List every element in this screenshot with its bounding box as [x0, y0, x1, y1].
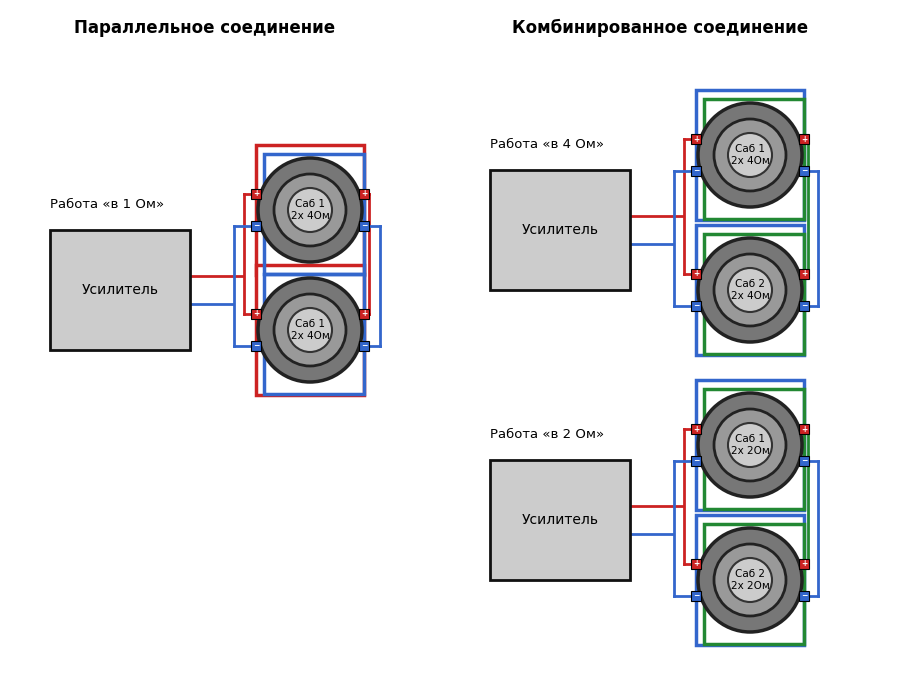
- Text: Саб 1
2х 4Ом: Саб 1 2х 4Ом: [291, 319, 329, 341]
- Bar: [691, 134, 701, 144]
- Circle shape: [274, 294, 346, 366]
- Text: +: +: [801, 560, 807, 569]
- Bar: [251, 189, 261, 199]
- Bar: [799, 301, 809, 311]
- Circle shape: [714, 254, 786, 326]
- Text: +: +: [693, 135, 699, 143]
- Circle shape: [714, 119, 786, 191]
- Bar: [264, 154, 364, 274]
- Circle shape: [698, 103, 802, 207]
- Text: Усилитель: Усилитель: [521, 223, 598, 237]
- Bar: [691, 269, 701, 279]
- Bar: [359, 221, 369, 231]
- Text: −: −: [801, 592, 807, 600]
- Circle shape: [728, 558, 772, 602]
- Bar: [696, 225, 804, 355]
- Bar: [691, 559, 701, 569]
- Text: +: +: [801, 135, 807, 143]
- Circle shape: [698, 393, 802, 497]
- Bar: [799, 166, 809, 176]
- Bar: [704, 389, 804, 509]
- Text: Работа «в 2 Ом»: Работа «в 2 Ом»: [490, 429, 604, 441]
- Circle shape: [288, 188, 332, 232]
- Text: −: −: [361, 222, 367, 231]
- Circle shape: [728, 133, 772, 177]
- Text: −: −: [361, 341, 367, 350]
- Text: Усилитель: Усилитель: [521, 513, 598, 527]
- Text: +: +: [801, 425, 807, 433]
- Bar: [704, 524, 804, 644]
- Text: −: −: [801, 301, 807, 310]
- Text: −: −: [253, 341, 259, 350]
- Text: Комбинированное соединение: Комбинированное соединение: [512, 19, 808, 37]
- Circle shape: [714, 409, 786, 481]
- Bar: [490, 170, 630, 290]
- Text: Работа «в 1 Ом»: Работа «в 1 Ом»: [50, 199, 164, 212]
- Bar: [696, 515, 804, 645]
- Circle shape: [274, 174, 346, 246]
- Bar: [251, 341, 261, 351]
- Text: Саб 2
2х 2Ом: Саб 2 2х 2Ом: [731, 569, 770, 591]
- Text: −: −: [801, 166, 807, 176]
- Text: Саб 1
2х 4Ом: Саб 1 2х 4Ом: [291, 199, 329, 221]
- Text: Саб 1
2х 2Ом: Саб 1 2х 2Ом: [731, 434, 770, 456]
- Bar: [799, 269, 809, 279]
- Bar: [799, 559, 809, 569]
- Bar: [251, 309, 261, 319]
- Text: +: +: [693, 560, 699, 569]
- Bar: [251, 221, 261, 231]
- Bar: [256, 145, 364, 275]
- Bar: [691, 591, 701, 601]
- Text: +: +: [801, 270, 807, 279]
- Bar: [691, 301, 701, 311]
- Bar: [704, 99, 804, 219]
- Text: Работа «в 4 Ом»: Работа «в 4 Ом»: [490, 139, 604, 151]
- Bar: [799, 456, 809, 466]
- Text: Саб 2
2х 4Ом: Саб 2 2х 4Ом: [731, 279, 770, 301]
- Text: −: −: [693, 456, 699, 466]
- Text: −: −: [253, 222, 259, 231]
- Bar: [691, 424, 701, 434]
- Text: +: +: [253, 310, 259, 318]
- Circle shape: [698, 528, 802, 632]
- Text: −: −: [693, 166, 699, 176]
- Text: +: +: [361, 189, 367, 199]
- Text: Саб 1
2х 4Ом: Саб 1 2х 4Ом: [731, 144, 770, 166]
- Text: +: +: [361, 310, 367, 318]
- Bar: [264, 274, 364, 394]
- Bar: [359, 189, 369, 199]
- Circle shape: [258, 158, 362, 262]
- Circle shape: [288, 308, 332, 352]
- Circle shape: [258, 278, 362, 382]
- Bar: [799, 134, 809, 144]
- Bar: [704, 234, 804, 354]
- Text: +: +: [693, 425, 699, 433]
- Circle shape: [698, 238, 802, 342]
- Bar: [691, 166, 701, 176]
- Bar: [490, 460, 630, 580]
- Bar: [50, 230, 190, 350]
- Text: −: −: [693, 592, 699, 600]
- Bar: [696, 380, 804, 510]
- Bar: [691, 456, 701, 466]
- Text: Параллельное соединение: Параллельное соединение: [75, 19, 336, 37]
- Circle shape: [728, 423, 772, 467]
- Bar: [799, 591, 809, 601]
- Text: −: −: [801, 456, 807, 466]
- Text: Усилитель: Усилитель: [82, 283, 158, 297]
- Bar: [256, 265, 364, 395]
- Bar: [696, 90, 804, 220]
- Text: −: −: [693, 301, 699, 310]
- Circle shape: [728, 268, 772, 312]
- Circle shape: [714, 544, 786, 616]
- Text: +: +: [253, 189, 259, 199]
- Bar: [359, 309, 369, 319]
- Text: +: +: [693, 270, 699, 279]
- Bar: [799, 424, 809, 434]
- Bar: [359, 341, 369, 351]
